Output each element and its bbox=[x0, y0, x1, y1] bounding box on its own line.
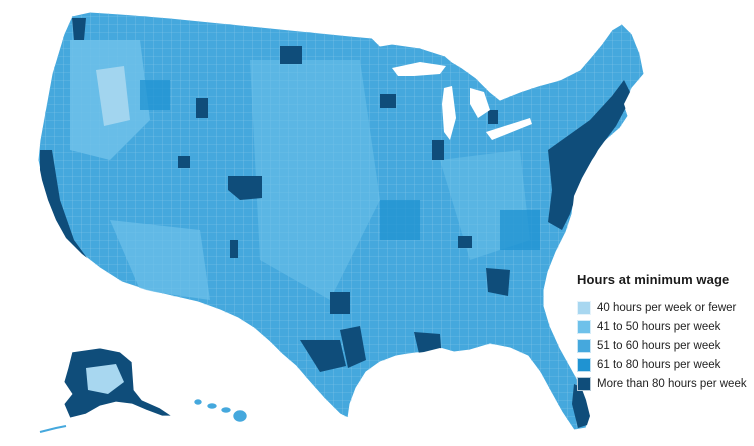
hawaii-island-2 bbox=[206, 402, 218, 410]
dark-puget-sound bbox=[72, 18, 86, 40]
dark-texas-south bbox=[300, 340, 346, 372]
legend-item: 61 to 80 hours per week bbox=[577, 355, 752, 374]
legend-swatch bbox=[577, 338, 591, 353]
lake-huron bbox=[470, 88, 490, 118]
dark-colorado-front-range bbox=[228, 176, 262, 200]
dark-minneapolis bbox=[380, 94, 396, 108]
legend-title: Hours at minimum wage bbox=[577, 272, 730, 287]
accent-region-3 bbox=[500, 210, 540, 250]
hawaii-island-1 bbox=[193, 398, 203, 406]
legend-item: 51 to 60 hours per week bbox=[577, 336, 752, 355]
lake-superior bbox=[392, 62, 446, 76]
accent-region-2 bbox=[380, 200, 420, 240]
hawaii-island-3 bbox=[220, 406, 232, 414]
legend-label: 40 hours per week or fewer bbox=[597, 301, 737, 314]
lake-michigan bbox=[442, 86, 456, 140]
dark-idaho bbox=[196, 98, 208, 118]
metro-dark-counties bbox=[40, 18, 632, 428]
lighter-county-regions bbox=[70, 40, 530, 300]
dark-northeast-corridor bbox=[548, 80, 632, 230]
aleutian-islands bbox=[39, 425, 67, 433]
dark-louisiana bbox=[414, 332, 442, 360]
accent-region-1 bbox=[140, 80, 170, 110]
dark-chicago bbox=[432, 140, 444, 160]
legend-item: More than 80 hours per week bbox=[577, 374, 752, 393]
accent-county-regions bbox=[140, 80, 540, 250]
dark-nevada bbox=[178, 156, 190, 168]
dark-texas-north bbox=[330, 292, 350, 314]
legend: Hours at minimum wage 40 hours per week … bbox=[577, 272, 752, 393]
dark-texas-gulf bbox=[340, 326, 366, 368]
lake-erie bbox=[486, 118, 532, 140]
legend-label: 51 to 60 hours per week bbox=[597, 339, 721, 352]
legend-label: More than 80 hours per week bbox=[597, 377, 747, 390]
legend-swatch bbox=[577, 357, 591, 372]
legend-swatch bbox=[577, 319, 591, 334]
dark-michigan bbox=[488, 110, 498, 124]
region-plains-light bbox=[250, 60, 380, 300]
legend-items: 40 hours per week or fewer 41 to 50 hours… bbox=[577, 298, 752, 393]
region-southwest-light bbox=[110, 220, 210, 300]
dark-tennessee bbox=[458, 236, 472, 248]
dark-pacific-coast bbox=[40, 150, 90, 268]
hawaii bbox=[193, 398, 248, 423]
legend-label: 61 to 80 hours per week bbox=[597, 358, 721, 371]
legend-swatch bbox=[577, 300, 591, 315]
legend-swatch bbox=[577, 376, 591, 391]
dark-montana bbox=[280, 46, 302, 64]
region-idaho-lightest bbox=[96, 66, 130, 126]
great-lakes bbox=[392, 62, 532, 140]
dark-arizona bbox=[230, 240, 238, 258]
legend-label: 41 to 50 hours per week bbox=[597, 320, 721, 333]
alaska bbox=[39, 347, 174, 433]
alaska-light-interior bbox=[86, 364, 124, 394]
dark-georgia bbox=[486, 268, 510, 296]
legend-item: 41 to 50 hours per week bbox=[577, 317, 752, 336]
hawaii-island-4 bbox=[232, 409, 248, 423]
legend-item: 40 hours per week or fewer bbox=[577, 298, 752, 317]
